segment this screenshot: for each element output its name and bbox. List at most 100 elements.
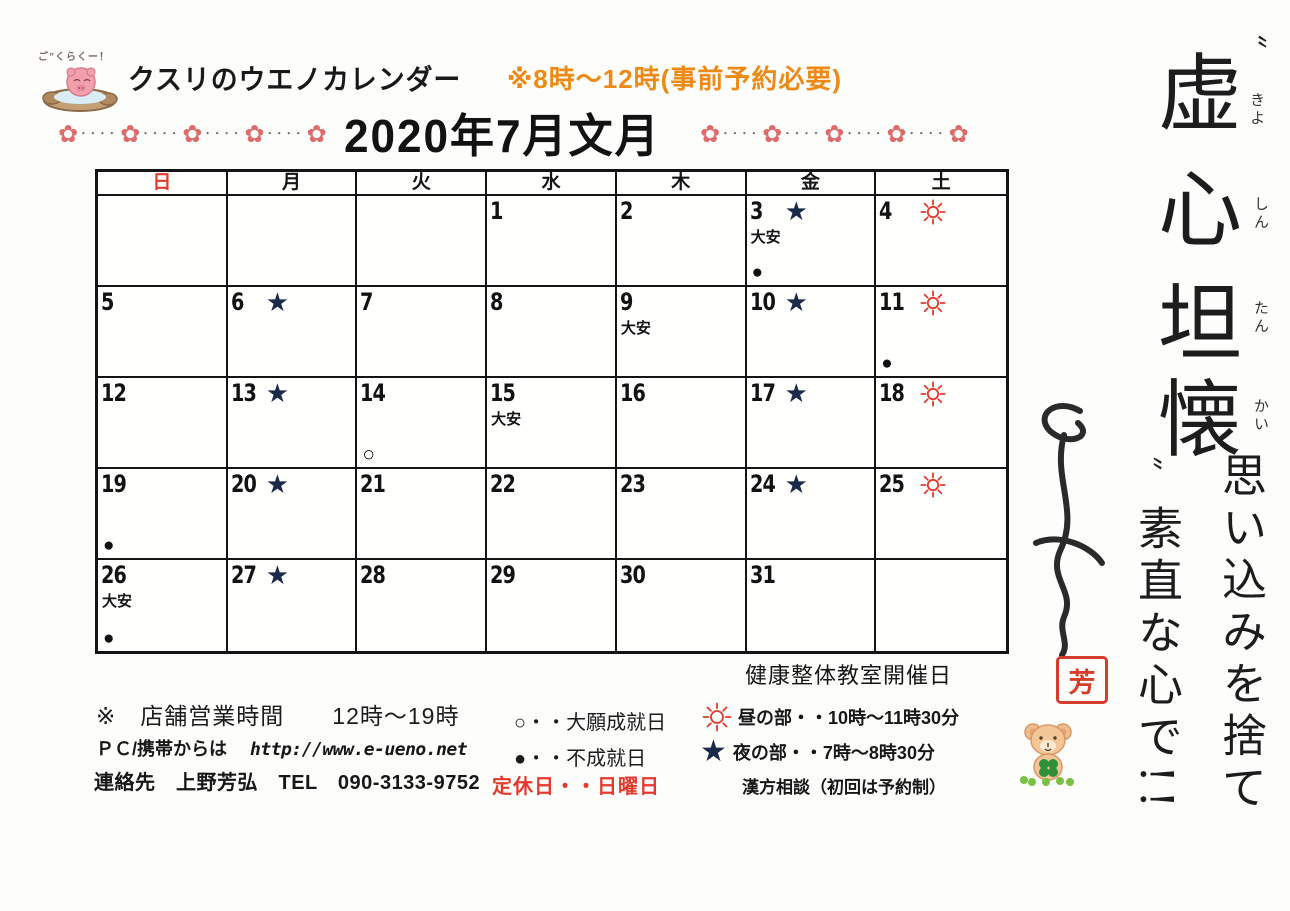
dotted-line: ････: [80, 125, 119, 141]
day-session-label: 昼の部・・10時～11時30分: [738, 708, 960, 728]
day-number: 7: [360, 288, 373, 316]
dotted-line: ････: [142, 125, 181, 141]
day-sun-icon: [920, 472, 946, 498]
day-number: 20: [230, 470, 257, 498]
taian-label: 大安: [620, 320, 651, 337]
calendar-cell-29: 29: [487, 560, 617, 651]
calendar-cell-empty: [357, 196, 488, 287]
calendar-cell-28: 28: [357, 560, 488, 651]
website-line: ＰＣ/携帯からは http://www.e-ueno.net: [96, 735, 468, 761]
unfulfilled-circle-icon: ●: [881, 353, 893, 374]
calendar-cell-empty: [876, 560, 1006, 651]
calendar-cell-11: 11 ●: [876, 287, 1006, 378]
seal-character: 芳: [1068, 667, 1096, 698]
day-number: 25: [879, 470, 905, 498]
calligraphy-char-3: 坦: [1158, 275, 1243, 373]
hanko-seal: 芳: [1056, 656, 1108, 704]
day-number: 11: [879, 288, 905, 316]
day-number: 22: [490, 470, 516, 498]
day-number: 26: [101, 561, 127, 589]
day-number: 12: [101, 379, 127, 407]
calendar-cell-2: 2: [616, 196, 747, 287]
night-star-icon: ★: [784, 196, 808, 226]
day-number: 1: [490, 197, 503, 225]
weekday-header-4: 木: [616, 172, 747, 196]
calligraphy-char-2: 心: [1158, 161, 1243, 259]
calendar-grid: 日月火水木金土 1 2 3 ★ 大安 ● 4 5 6 ★ 7 8 9 大安 10 ★ 11 ● 12 13 ★ 14 ○…: [95, 169, 1009, 654]
legend-open-circle: ○・・大願成就日: [514, 712, 667, 734]
legend-night-session: ★ 夜の部・・7時～8時30分: [700, 737, 935, 767]
taian-label: 大安: [102, 593, 133, 610]
dotted-line: ････: [266, 125, 305, 141]
calendar-cell-empty: [98, 196, 228, 287]
day-number: 18: [879, 379, 905, 407]
day-sun-icon: [702, 702, 732, 732]
calendar-cell-3: 3 ★ 大安 ●: [746, 196, 877, 287]
calendar-cell-17: 17 ★: [746, 378, 877, 469]
calligraphy-close-quote: 〟: [1152, 440, 1182, 475]
night-star-icon: ★: [700, 735, 727, 768]
calendar-cell-18: 18: [876, 378, 1006, 469]
day-sun-icon: [920, 199, 946, 225]
taian-label: 大安: [750, 229, 781, 246]
day-number: 28: [360, 561, 386, 589]
flower-icon: ✿: [700, 121, 721, 148]
weekday-header-1: 月: [227, 172, 358, 196]
dotted-line: ････: [204, 125, 243, 141]
website-url: http://www.e-ueno.net: [250, 739, 468, 760]
calendar-cell-6: 6 ★: [227, 287, 358, 378]
flower-icon: ✿: [306, 121, 327, 148]
calendar-cell-4: 4: [876, 196, 1006, 287]
calendar-cell-31: 31: [747, 560, 877, 651]
calendar-cell-19: 19 ●: [98, 469, 228, 560]
calendar-cell-7: 7: [357, 287, 488, 378]
night-star-icon: ★: [784, 287, 808, 317]
furigana-4: かい: [1252, 398, 1269, 434]
calendar-cell-8: 8: [487, 287, 617, 378]
weekday-header-0: 日: [98, 172, 228, 196]
flower-divider-left: ✿ ････ ✿ ････ ✿ ････ ✿ ････ ✿: [58, 121, 327, 149]
clover-bear-icon: [1016, 718, 1080, 791]
calendar-cell-1: 1: [487, 196, 617, 287]
calendar-cell-10: 10 ★: [746, 287, 877, 378]
legend-filled-circle: ●・・不成就日: [514, 748, 647, 770]
calendar-cell-25: 25: [876, 469, 1006, 560]
flower-icon: ✿: [182, 121, 203, 148]
weekday-header-5: 金: [746, 172, 877, 196]
day-number: 14: [360, 379, 386, 407]
day-sun-icon: [920, 381, 946, 407]
day-number: 9: [619, 288, 633, 316]
day-number: 16: [619, 379, 646, 407]
flower-icon: ✿: [824, 121, 845, 148]
kampo-consult-label: 漢方相談（初回は予約制）: [742, 778, 946, 797]
contact-line: 連絡先 上野芳弘 TEL 090-3133-9752: [94, 772, 481, 794]
calligraphy-char-4: 懐: [1158, 371, 1243, 469]
calendar-cell-23: 23: [616, 469, 747, 560]
calendar-cell-5: 5: [98, 287, 228, 378]
calendar-cell-15: 15 大安: [487, 378, 617, 469]
day-number: 17: [749, 379, 776, 407]
night-star-icon: ★: [265, 560, 290, 590]
calendar-cell-27: 27 ★: [228, 560, 358, 651]
calligraphy-char-1: 虚: [1158, 45, 1243, 143]
flower-icon: ✿: [762, 121, 783, 148]
day-number: 8: [490, 288, 503, 316]
furigana-1: きよ: [1248, 92, 1265, 128]
unfulfilled-circle-icon: ●: [751, 262, 764, 283]
unfulfilled-circle-icon: ●: [103, 535, 115, 556]
weekday-header-row: 日月火水木金土: [98, 172, 1006, 196]
calendar-cell-empty: [227, 196, 358, 287]
calendar-cell-9: 9 大安: [616, 287, 747, 378]
flower-icon: ✿: [120, 121, 141, 148]
flower-icon: ✿: [244, 121, 265, 148]
weekday-header-3: 水: [487, 172, 617, 196]
flower-icon: ✿: [886, 121, 907, 148]
reservation-note: ※8時～12時(事前予約必要): [507, 64, 842, 94]
calligraphy-message-1: 思い込みを捨て: [1214, 452, 1267, 816]
day-number: 3: [749, 197, 763, 225]
day-number: 6: [230, 288, 244, 316]
closed-day-label: 定休日・・日曜日: [492, 776, 660, 798]
day-number: 15: [490, 379, 516, 407]
calendar-cell-20: 20 ★: [227, 469, 358, 560]
